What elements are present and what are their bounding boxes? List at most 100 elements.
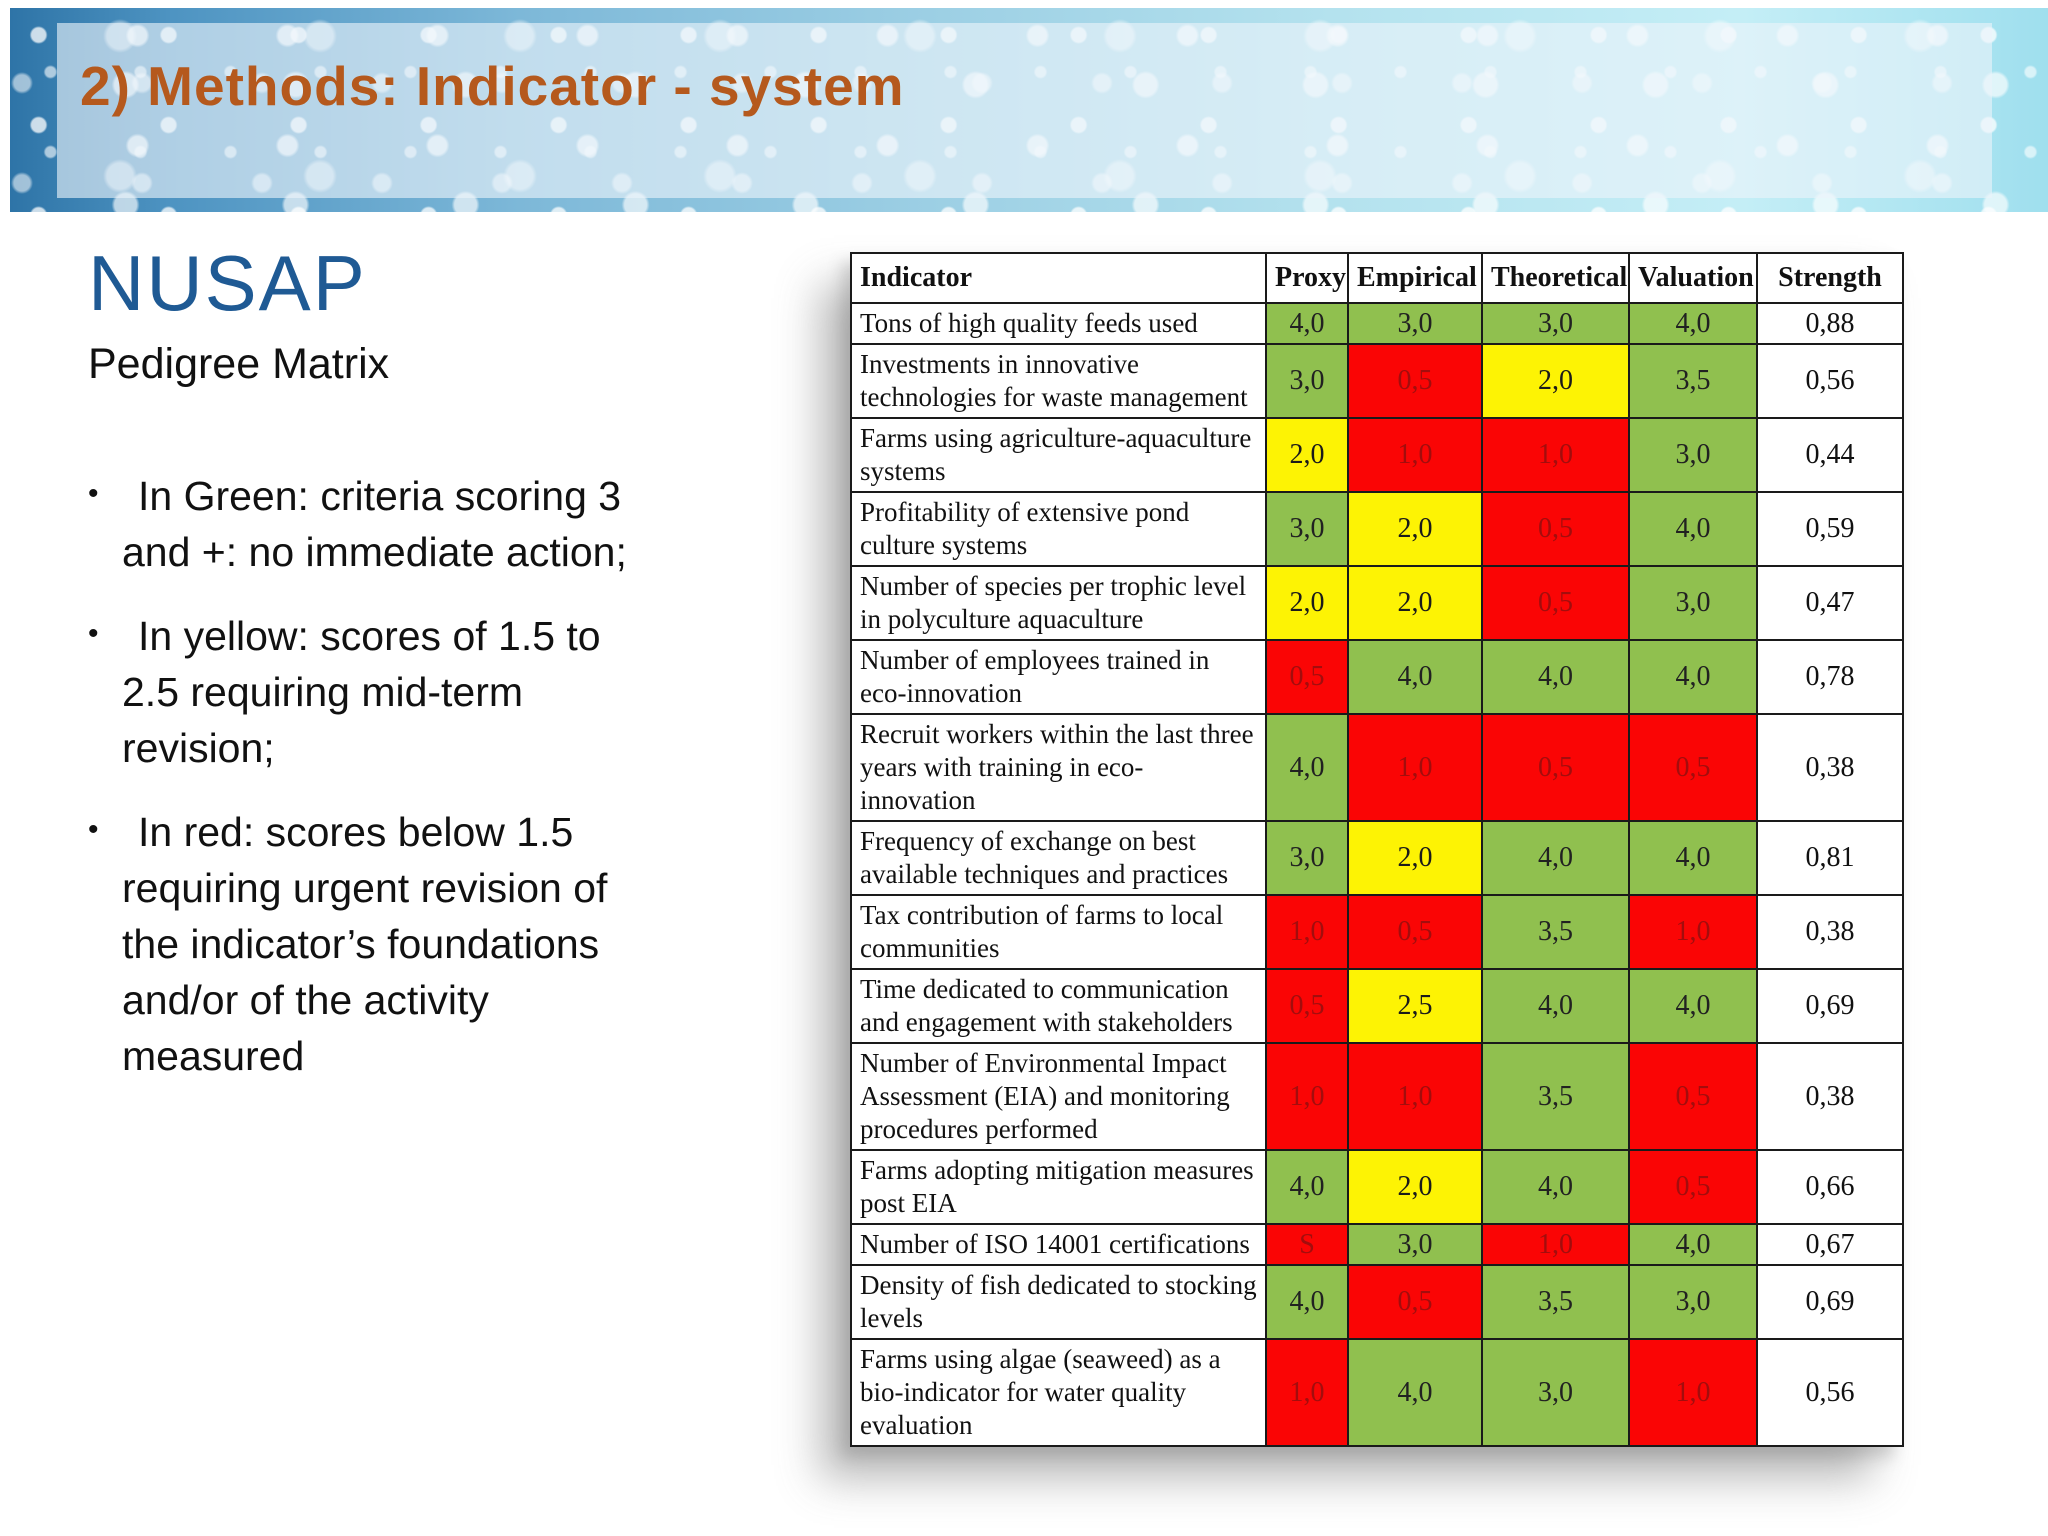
score-cell-empirical: 0,5: [1347, 343, 1483, 419]
strength-cell: 0,67: [1756, 1223, 1904, 1266]
strength-cell: 0,59: [1756, 491, 1904, 567]
table-row: Number of employees trained in eco-innov…: [850, 639, 1904, 715]
bullet-list: In Green: criteria scoring 3 and +: no i…: [88, 466, 663, 1112]
header-banner: 2) Methods: Indicator - system: [10, 8, 2048, 212]
indicator-cell: Number of Environmental Impact Assessmen…: [850, 1042, 1267, 1151]
column-header-empirical: Empirical: [1347, 252, 1483, 304]
bullet-item-2: In yellow: scores of 1.5 to 2.5 requirin…: [88, 606, 663, 776]
score-cell-proxy: 1,0: [1265, 894, 1349, 970]
header-overlay: [57, 23, 1992, 198]
table-row: Recruit workers within the last three ye…: [850, 713, 1904, 822]
indicator-cell: Number of ISO 14001 certifications: [850, 1223, 1267, 1266]
score-cell-empirical: 4,0: [1347, 1338, 1483, 1447]
strength-cell: 0,81: [1756, 820, 1904, 896]
score-cell-proxy: 3,0: [1265, 491, 1349, 567]
score-cell-theoretical: 1,0: [1481, 417, 1630, 493]
strength-cell: 0,78: [1756, 639, 1904, 715]
table-row: Profitability of extensive pond culture …: [850, 491, 1904, 567]
table-row: Farms adopting mitigation measures post …: [850, 1149, 1904, 1225]
score-cell-empirical: 3,0: [1347, 302, 1483, 345]
strength-cell: 0,69: [1756, 968, 1904, 1044]
table-row: Time dedicated to communication and enga…: [850, 968, 1904, 1044]
table-row: Farms using algae (seaweed) as a bio-ind…: [850, 1338, 1904, 1447]
column-header-strength: Strength: [1756, 252, 1904, 304]
indicator-cell: Density of fish dedicated to stocking le…: [850, 1264, 1267, 1340]
score-cell-empirical: 2,0: [1347, 491, 1483, 567]
score-cell-valuation: 0,5: [1628, 1149, 1758, 1225]
indicator-cell: Frequency of exchange on best available …: [850, 820, 1267, 896]
strength-cell: 0,56: [1756, 343, 1904, 419]
table-row: Farms using agriculture-aquaculture syst…: [850, 417, 1904, 493]
strength-cell: 0,38: [1756, 894, 1904, 970]
indicator-cell: Farms adopting mitigation measures post …: [850, 1149, 1267, 1225]
score-cell-theoretical: 0,5: [1481, 491, 1630, 567]
score-cell-proxy: 4,0: [1265, 713, 1349, 822]
score-cell-theoretical: 4,0: [1481, 820, 1630, 896]
table-row: Number of Environmental Impact Assessmen…: [850, 1042, 1904, 1151]
page-title: NUSAP: [88, 239, 367, 327]
score-cell-empirical: 3,0: [1347, 1223, 1483, 1266]
score-cell-theoretical: 3,0: [1481, 302, 1630, 345]
score-cell-theoretical: 4,0: [1481, 968, 1630, 1044]
score-cell-proxy: 1,0: [1265, 1042, 1349, 1151]
score-cell-proxy: 3,0: [1265, 820, 1349, 896]
score-cell-proxy: 0,5: [1265, 968, 1349, 1044]
score-cell-theoretical: 4,0: [1481, 639, 1630, 715]
score-cell-theoretical: 2,0: [1481, 343, 1630, 419]
score-cell-proxy: 3,0: [1265, 343, 1349, 419]
score-cell-proxy: 4,0: [1265, 1149, 1349, 1225]
score-cell-empirical: 0,5: [1347, 1264, 1483, 1340]
indicator-cell: Time dedicated to communication and enga…: [850, 968, 1267, 1044]
score-cell-empirical: 2,5: [1347, 968, 1483, 1044]
indicator-cell: Number of species per trophic level in p…: [850, 565, 1267, 641]
column-header-valuation: Valuation: [1628, 252, 1758, 304]
pedigree-table-container: Indicator Proxy Empirical Theoretical Valuat…: [850, 252, 1904, 1447]
table-row: Tax contribution of farms to local commu…: [850, 894, 1904, 970]
score-cell-empirical: 1,0: [1347, 713, 1483, 822]
score-cell-proxy: 2,0: [1265, 417, 1349, 493]
strength-cell: 0,66: [1756, 1149, 1904, 1225]
score-cell-proxy: S: [1265, 1223, 1349, 1266]
score-cell-valuation: 4,0: [1628, 302, 1758, 345]
score-cell-valuation: 3,0: [1628, 417, 1758, 493]
score-cell-valuation: 1,0: [1628, 1338, 1758, 1447]
bullet-item-3: In red: scores below 1.5 requiring urgen…: [88, 802, 663, 1084]
strength-cell: 0,47: [1756, 565, 1904, 641]
indicator-cell: Farms using agriculture-aquaculture syst…: [850, 417, 1267, 493]
score-cell-empirical: 2,0: [1347, 565, 1483, 641]
score-cell-valuation: 0,5: [1628, 1042, 1758, 1151]
score-cell-theoretical: 0,5: [1481, 565, 1630, 641]
score-cell-theoretical: 3,5: [1481, 1042, 1630, 1151]
slide-title: 2) Methods: Indicator - system: [80, 55, 905, 117]
score-cell-valuation: 3,0: [1628, 565, 1758, 641]
score-cell-valuation: 3,5: [1628, 343, 1758, 419]
score-cell-proxy: 1,0: [1265, 1338, 1349, 1447]
score-cell-proxy: 4,0: [1265, 302, 1349, 345]
table-row: Density of fish dedicated to stocking le…: [850, 1264, 1904, 1340]
table-row: Tons of high quality feeds used 4,0 3,0 3,0…: [850, 302, 1904, 345]
bullet-item-1: In Green: criteria scoring 3 and +: no i…: [88, 466, 663, 580]
score-cell-theoretical: 3,5: [1481, 894, 1630, 970]
score-cell-proxy: 2,0: [1265, 565, 1349, 641]
score-cell-empirical: 4,0: [1347, 639, 1483, 715]
table-body: Tons of high quality feeds used 4,0 3,0 3,0…: [850, 302, 1904, 1447]
score-cell-empirical: 2,0: [1347, 820, 1483, 896]
table-row: Frequency of exchange on best available …: [850, 820, 1904, 896]
strength-cell: 0,88: [1756, 302, 1904, 345]
strength-cell: 0,38: [1756, 1042, 1904, 1151]
indicator-cell: Profitability of extensive pond culture …: [850, 491, 1267, 567]
score-cell-empirical: 1,0: [1347, 417, 1483, 493]
column-header-proxy: Proxy: [1265, 252, 1349, 304]
score-cell-empirical: 1,0: [1347, 1042, 1483, 1151]
score-cell-empirical: 2,0: [1347, 1149, 1483, 1225]
indicator-cell: Tax contribution of farms to local commu…: [850, 894, 1267, 970]
column-header-theoretical: Theoretical: [1481, 252, 1630, 304]
score-cell-valuation: 4,0: [1628, 968, 1758, 1044]
table-row: Number of species per trophic level in p…: [850, 565, 1904, 641]
score-cell-theoretical: 3,5: [1481, 1264, 1630, 1340]
indicator-cell: Number of employees trained in eco-innov…: [850, 639, 1267, 715]
indicator-cell: Recruit workers within the last three ye…: [850, 713, 1267, 822]
strength-cell: 0,56: [1756, 1338, 1904, 1447]
score-cell-valuation: 1,0: [1628, 894, 1758, 970]
